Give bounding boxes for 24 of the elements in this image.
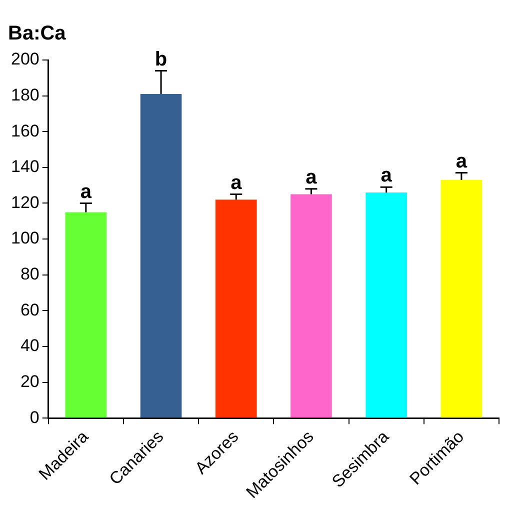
bar	[366, 192, 407, 418]
annotation: a	[80, 180, 92, 203]
annotation: a	[380, 164, 393, 187]
annotation: a	[306, 166, 318, 188]
y-tick-label: 100	[10, 228, 40, 248]
y-tick-label: 200	[10, 50, 40, 69]
annotation: a	[456, 150, 468, 172]
bar	[440, 180, 482, 418]
bar	[140, 94, 182, 418]
y-tick-label: 60	[20, 300, 40, 320]
bar	[65, 212, 107, 418]
y-tick-label: 0	[30, 408, 40, 427]
bar	[215, 200, 257, 418]
y-tick-label: 140	[10, 157, 40, 176]
y-tick-label: 180	[10, 86, 40, 104]
chart-title: Ba:Ca	[8, 22, 67, 45]
bar	[290, 194, 332, 418]
y-tick-label: 40	[20, 336, 40, 356]
y-tick-label: 80	[20, 264, 40, 284]
annotation: a	[230, 172, 243, 194]
y-tick-label: 20	[20, 372, 40, 391]
y-tick-label: 120	[10, 192, 40, 212]
y-tick-label: 160	[10, 121, 40, 140]
annotation: b	[154, 48, 168, 70]
